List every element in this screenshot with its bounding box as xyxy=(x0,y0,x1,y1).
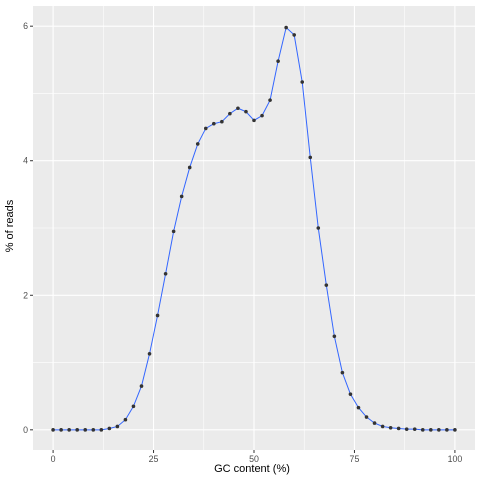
data-point xyxy=(445,428,449,432)
data-point xyxy=(284,25,288,30)
y-tick-label: 2 xyxy=(23,290,28,300)
x-axis-title: GC content (%) xyxy=(214,463,290,475)
data-point xyxy=(123,417,128,422)
data-point xyxy=(236,106,240,111)
data-point xyxy=(292,33,296,37)
y-tick-label: 6 xyxy=(23,21,28,31)
data-point xyxy=(115,424,120,429)
x-tick-label: 0 xyxy=(51,454,56,464)
x-tick-label: 25 xyxy=(149,454,159,464)
data-point xyxy=(372,421,377,425)
data-point xyxy=(380,424,385,429)
data-point xyxy=(155,313,160,318)
x-tick-label: 75 xyxy=(350,454,360,464)
data-point xyxy=(348,392,353,396)
data-point xyxy=(268,98,272,102)
data-point xyxy=(308,155,313,160)
data-point xyxy=(75,428,79,432)
data-point xyxy=(171,229,176,234)
data-point xyxy=(83,428,88,432)
data-point xyxy=(316,226,321,230)
data-point xyxy=(356,405,361,410)
y-tick-label: 0 xyxy=(23,425,28,435)
data-point xyxy=(437,428,441,432)
data-point xyxy=(67,428,71,432)
data-point xyxy=(300,80,305,84)
data-point xyxy=(179,194,184,199)
data-point xyxy=(404,427,409,431)
data-point xyxy=(453,428,457,432)
data-point xyxy=(228,111,232,116)
series-points-group xyxy=(51,25,457,432)
data-point xyxy=(220,119,224,124)
data-point xyxy=(252,118,256,123)
data-point xyxy=(163,271,168,276)
grid-major xyxy=(33,6,475,450)
data-point xyxy=(429,428,433,432)
data-point xyxy=(332,334,337,339)
data-point xyxy=(324,283,329,287)
data-point xyxy=(244,109,248,114)
data-point xyxy=(59,428,63,432)
x-tick-label: 100 xyxy=(448,454,463,464)
data-point xyxy=(147,352,152,356)
data-point xyxy=(131,404,136,409)
data-point xyxy=(107,426,112,431)
y-axis-title: % of reads xyxy=(4,199,16,252)
data-point xyxy=(276,59,280,63)
data-point xyxy=(412,427,417,431)
data-point xyxy=(388,426,393,430)
data-point xyxy=(203,126,208,131)
x-tick-label: 50 xyxy=(249,454,259,464)
x-axis-ticks: 0 25 50 75 100 xyxy=(51,450,463,464)
y-tick-label: 4 xyxy=(23,156,28,166)
data-point xyxy=(139,384,144,388)
data-point xyxy=(91,428,96,432)
y-axis-ticks: 0 2 4 6 xyxy=(23,21,33,435)
data-point xyxy=(260,113,264,118)
data-point xyxy=(420,428,425,432)
data-point xyxy=(212,121,216,126)
data-point xyxy=(99,428,104,432)
data-point xyxy=(187,165,192,170)
data-point xyxy=(396,426,401,431)
data-point xyxy=(340,370,345,375)
data-point xyxy=(364,415,369,419)
data-point xyxy=(51,428,55,432)
data-point xyxy=(195,142,200,146)
